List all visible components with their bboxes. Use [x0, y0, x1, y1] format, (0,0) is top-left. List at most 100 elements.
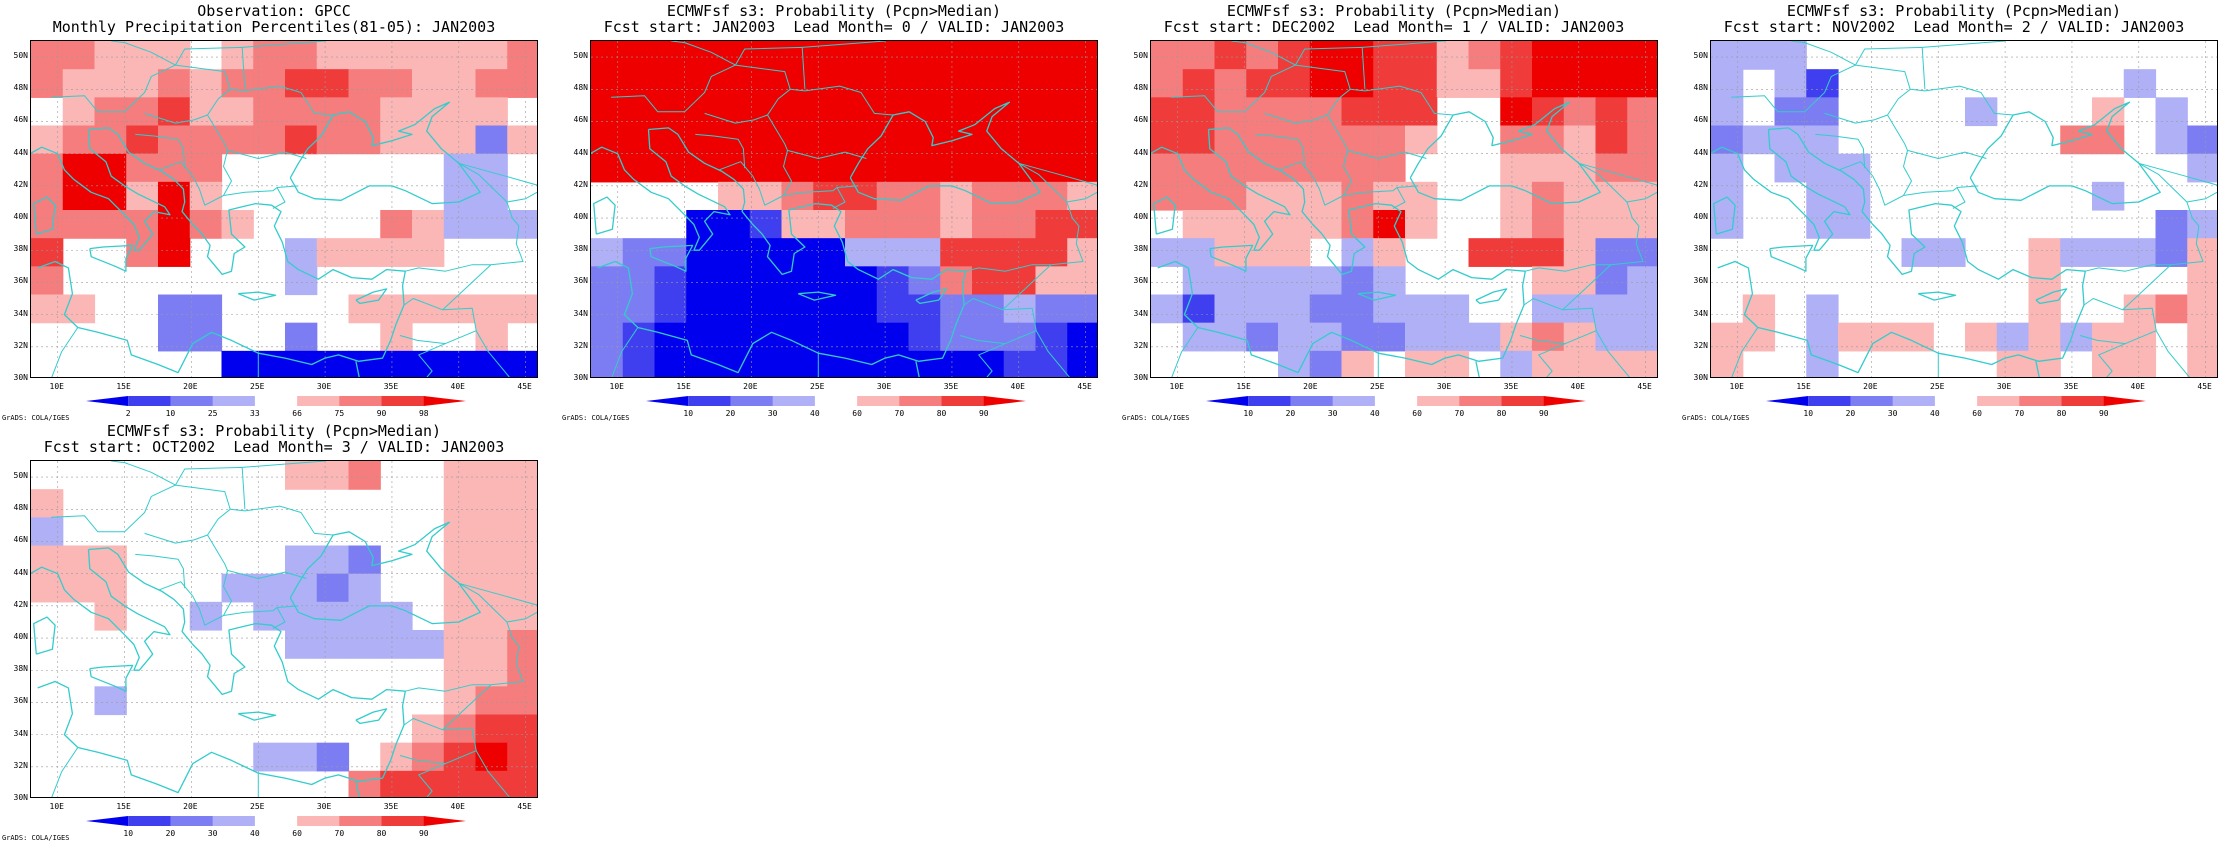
coastline	[33, 616, 56, 655]
grid-cell	[1405, 125, 1438, 155]
grid-cell	[1436, 69, 1470, 98]
coastline	[1969, 101, 2161, 205]
grid-cell	[940, 97, 973, 127]
grid-cell	[1067, 350, 1097, 377]
lat-tick-label: 34N	[573, 308, 588, 318]
grid-cell	[654, 41, 687, 70]
grid-cell	[1563, 266, 1597, 296]
colorbar-label: 90	[978, 409, 989, 418]
grid-cell	[591, 153, 624, 183]
grid-cell	[1214, 294, 1247, 324]
grid-cell	[475, 686, 508, 716]
colorbar	[86, 815, 466, 827]
grid-cell	[221, 573, 254, 603]
grid-cell	[443, 630, 477, 659]
country-border	[51, 747, 79, 797]
country-border	[51, 484, 334, 536]
grid-cell	[876, 294, 910, 324]
grid-cell	[1563, 97, 1597, 127]
grid-cell	[443, 770, 477, 797]
grid-cell	[1627, 41, 1657, 70]
country-border	[1887, 114, 1987, 159]
grid-cell	[622, 294, 656, 324]
grid-cell	[940, 294, 973, 324]
grid-cell	[62, 153, 96, 183]
grid-cell	[412, 238, 445, 267]
colorbar-segment	[814, 396, 858, 406]
colorbar-segment	[86, 396, 129, 406]
lon-tick-label: 45E	[517, 802, 532, 811]
grid-cell	[781, 125, 814, 155]
grid-cell	[1774, 153, 1807, 183]
grid-cell	[781, 322, 814, 352]
grid-cell	[749, 350, 783, 377]
grid-cell	[1532, 210, 1565, 239]
map-svg	[31, 461, 537, 797]
grid-cell	[2155, 125, 2188, 155]
grid-cell	[591, 97, 624, 127]
grid-cell	[1500, 41, 1533, 70]
coastline	[849, 101, 1041, 205]
lat-tick-label: 30N	[1693, 373, 1708, 382]
country-border	[704, 88, 791, 124]
grid-cell	[62, 181, 96, 211]
country-border	[242, 461, 327, 468]
grid-cell	[781, 266, 814, 296]
grid-cell	[1996, 350, 2030, 377]
lat-tick-label: 46N	[13, 535, 28, 545]
grid-cell	[718, 125, 751, 155]
country-border	[1327, 114, 1427, 159]
country-border	[111, 41, 246, 90]
grid-cell	[1341, 97, 1374, 127]
lat-tick-label: 44N	[1693, 147, 1708, 157]
grid-cell	[475, 461, 508, 490]
grid-cell	[622, 97, 656, 127]
coastline	[37, 127, 406, 374]
grid-cell	[1182, 181, 1216, 211]
country-border	[418, 343, 446, 377]
map-plot-area	[1710, 40, 2218, 378]
panel-title-line1: Observation: GPCC	[197, 2, 351, 20]
country-border	[1362, 41, 1447, 48]
coastline	[355, 288, 388, 305]
colorbar-label: 40	[250, 829, 260, 838]
grid-cell	[1214, 266, 1247, 296]
grid-cell	[31, 153, 64, 183]
grid-cell	[1806, 97, 1839, 127]
country-border	[783, 185, 859, 196]
coastline	[797, 291, 837, 301]
grid-cell	[1003, 266, 1037, 296]
lat-tick-label: 38N	[573, 244, 588, 254]
grid-cell	[718, 210, 751, 239]
grid-cell	[1067, 322, 1097, 352]
grid-cell	[591, 294, 624, 324]
grid-cell	[972, 125, 1005, 155]
lon-tick-label: 40E	[450, 802, 465, 811]
lat-tick-label: 50N	[1693, 51, 1708, 61]
grid-cell	[507, 461, 537, 490]
colorbar-segment	[1977, 396, 2020, 406]
colorbar-segment	[297, 816, 340, 826]
grid-cell	[348, 461, 381, 490]
grid-cell	[31, 69, 64, 98]
grid-cell	[507, 686, 537, 716]
lon-tick-label: 30E	[1436, 382, 1452, 391]
grid-cell	[876, 238, 910, 267]
colorbar	[646, 395, 1026, 407]
country-border	[2122, 264, 2172, 311]
grid-cell	[972, 322, 1005, 352]
grid-cell	[316, 461, 350, 490]
coastline	[1711, 129, 1851, 251]
grid-cell	[1774, 41, 1807, 70]
grid-cell	[380, 69, 413, 98]
country-border	[1922, 41, 2007, 48]
grid-cell	[1373, 97, 1406, 127]
grid-cell	[1468, 41, 1501, 70]
grid-cell	[443, 153, 477, 183]
lat-tick-label: 46N	[1133, 115, 1148, 125]
grid-cell	[1003, 41, 1037, 70]
colorbar-segment	[646, 396, 689, 406]
grid-cell	[622, 322, 656, 352]
grid-cell	[348, 630, 381, 659]
grid-cell	[1067, 210, 1097, 239]
